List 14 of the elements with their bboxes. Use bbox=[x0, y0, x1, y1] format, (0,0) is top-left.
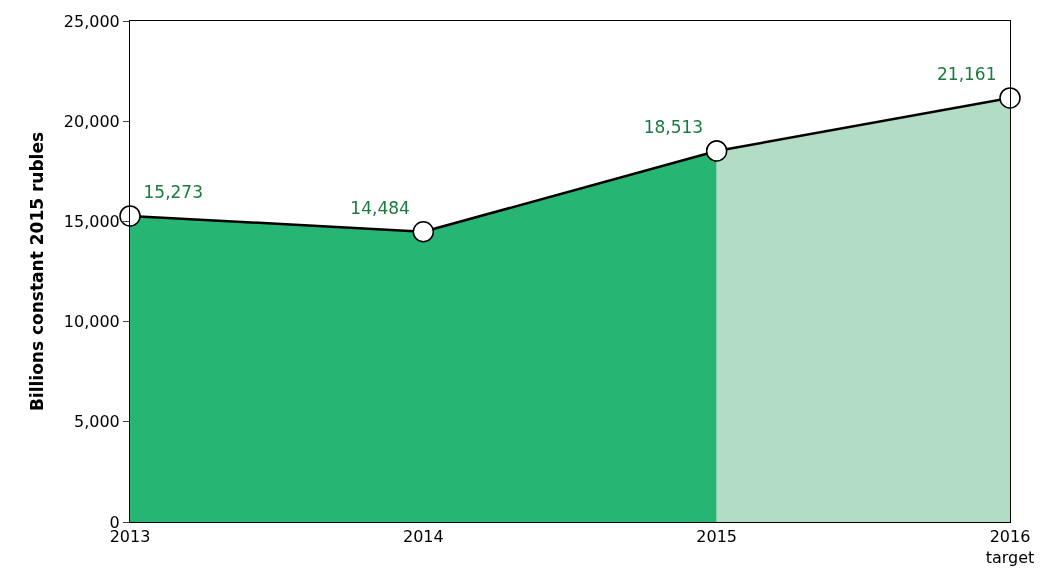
x-tick-label: 2015 bbox=[696, 527, 738, 547]
data-label: 21,161 bbox=[937, 64, 997, 85]
data-label: 14,484 bbox=[350, 197, 410, 218]
y-tick-label: 10,000 bbox=[63, 312, 120, 332]
y-axis-title: Billions constant 2015 rubles bbox=[27, 131, 48, 412]
y-tick-label: 25,000 bbox=[63, 11, 120, 31]
data-label: 18,513 bbox=[643, 117, 704, 138]
x-tick-label: 2013 bbox=[109, 527, 151, 547]
y-tick-label: 20,000 bbox=[63, 111, 120, 131]
x-tick-label: 2016 target bbox=[985, 527, 1035, 567]
data-label: 15,273 bbox=[143, 182, 203, 203]
x-tick-label: 2014 bbox=[402, 527, 444, 547]
y-tick-label: 15,000 bbox=[63, 212, 120, 231]
y-tick-label: 5,000 bbox=[73, 412, 120, 432]
